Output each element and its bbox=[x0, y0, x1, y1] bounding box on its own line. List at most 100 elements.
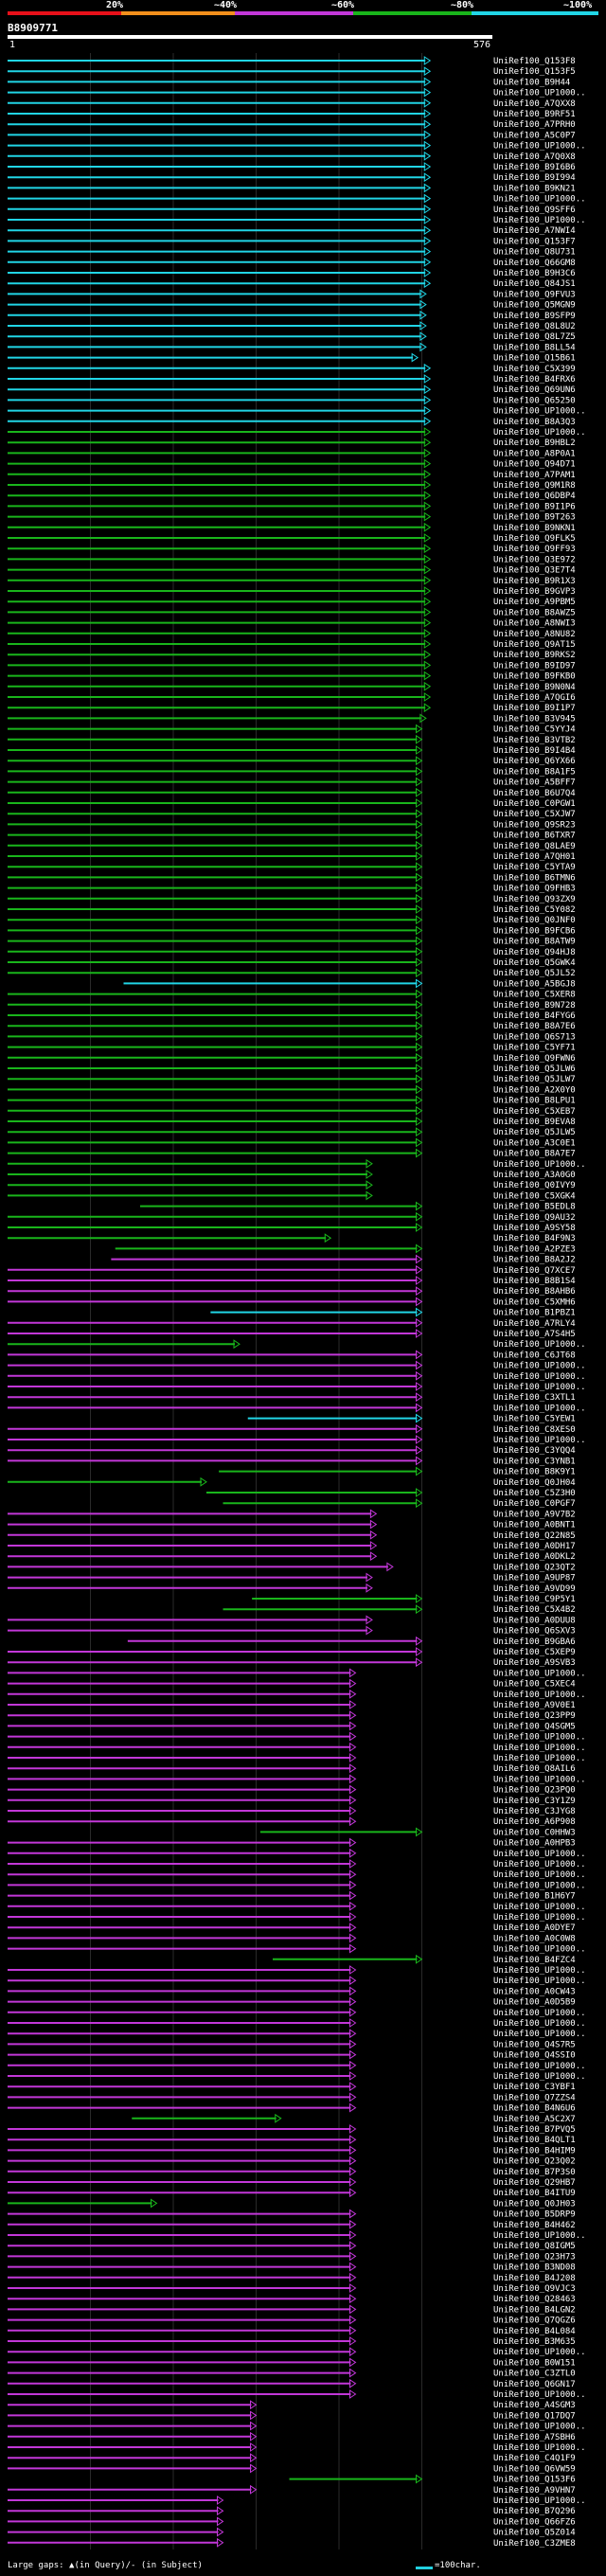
hit-label[interactable]: UniRef100_A2PZE3 bbox=[493, 1244, 576, 1254]
hit-row[interactable]: UniRef100_A0BNT1 bbox=[8, 1519, 576, 1530]
hit-label[interactable]: UniRef100_Q5JL52 bbox=[493, 969, 576, 978]
hit-label[interactable]: UniRef100_UP1000.. bbox=[493, 89, 586, 98]
hit-label[interactable]: UniRef100_UP1000.. bbox=[493, 1404, 586, 1413]
hit-label[interactable]: UniRef100_Q6YX66 bbox=[493, 757, 576, 766]
hit-label[interactable]: UniRef100_Q65250 bbox=[493, 396, 576, 405]
hit-row[interactable]: UniRef100_C3Y1Z9 bbox=[8, 1795, 576, 1806]
hit-row[interactable]: UniRef100_A0D5B9 bbox=[8, 1996, 576, 2008]
hit-label[interactable]: UniRef100_B9I4B4 bbox=[493, 746, 576, 756]
hit-row[interactable]: UniRef100_UP1000.. bbox=[8, 87, 586, 98]
hit-label[interactable]: UniRef100_Q66GM8 bbox=[493, 259, 576, 268]
hit-row[interactable]: UniRef100_A7PRH0 bbox=[8, 119, 576, 130]
hit-label[interactable]: UniRef100_C5XMH6 bbox=[493, 1297, 576, 1307]
hit-label[interactable]: UniRef100_UP1000.. bbox=[493, 1903, 586, 1912]
hit-label[interactable]: UniRef100_UP1000.. bbox=[493, 1362, 586, 1371]
hit-label[interactable]: UniRef100_UP1000.. bbox=[493, 1340, 586, 1350]
hit-row[interactable]: UniRef100_Q8IGM5 bbox=[8, 2241, 576, 2251]
hit-label[interactable]: UniRef100_B9T263 bbox=[493, 513, 576, 523]
hit-row[interactable]: UniRef100_B7Q296 bbox=[8, 2506, 576, 2516]
hit-label[interactable]: UniRef100_Q153F5 bbox=[493, 67, 576, 77]
hit-row[interactable]: UniRef100_B9ID97 bbox=[8, 660, 576, 671]
hit-label[interactable]: UniRef100_UP1000.. bbox=[493, 1754, 586, 1763]
hit-row[interactable]: UniRef100_B0W151 bbox=[8, 2357, 576, 2368]
hit-row[interactable]: UniRef100_A7QXX8 bbox=[8, 98, 576, 109]
hit-row[interactable]: UniRef100_UP1000.. bbox=[8, 2389, 586, 2400]
hit-label[interactable]: UniRef100_A9V0E1 bbox=[493, 1701, 576, 1710]
hit-label[interactable]: UniRef100_Q8L8U2 bbox=[493, 322, 576, 331]
hit-row[interactable]: UniRef100_C5XEB7 bbox=[8, 1105, 576, 1117]
hit-row[interactable]: UniRef100_B9I1P6 bbox=[8, 501, 576, 511]
hit-label[interactable]: UniRef100_Q153F8 bbox=[493, 57, 576, 66]
hit-label[interactable]: UniRef100_C4Q1F9 bbox=[493, 2454, 576, 2463]
hit-label[interactable]: UniRef100_A3A0G0 bbox=[493, 1171, 576, 1180]
hit-row[interactable]: UniRef100_UP1000.. bbox=[8, 1943, 586, 1955]
hit-row[interactable]: UniRef100_UP1000.. bbox=[8, 1689, 586, 1700]
hit-label[interactable]: UniRef100_B9RKS2 bbox=[493, 651, 576, 660]
hit-row[interactable]: UniRef100_B5EDL8 bbox=[140, 1201, 576, 1212]
hit-label[interactable]: UniRef100_UP1000.. bbox=[493, 142, 586, 152]
hit-row[interactable]: UniRef100_Q23Q02 bbox=[8, 2156, 576, 2167]
hit-label[interactable]: UniRef100_B8A7E7 bbox=[493, 1150, 576, 1159]
hit-row[interactable]: UniRef100_B9FKB0 bbox=[8, 671, 576, 682]
hit-row[interactable]: UniRef100_B8A3Q3 bbox=[8, 416, 576, 427]
hit-label[interactable]: UniRef100_B7P3S0 bbox=[493, 2168, 576, 2177]
hit-row[interactable]: UniRef100_Q6SXV3 bbox=[8, 1625, 576, 1637]
hit-label[interactable]: UniRef100_UP1000.. bbox=[493, 1860, 586, 1869]
hit-row[interactable]: UniRef100_B4F9N3 bbox=[8, 1233, 576, 1243]
hit-label[interactable]: UniRef100_UP1000.. bbox=[493, 1733, 586, 1743]
hit-label[interactable]: UniRef100_Q8LAE9 bbox=[493, 842, 576, 851]
hit-row[interactable]: UniRef100_Q0IVY9 bbox=[8, 1180, 576, 1190]
hit-label[interactable]: UniRef100_B4N6U6 bbox=[493, 2104, 576, 2114]
hit-label[interactable]: UniRef100_UP1000.. bbox=[493, 407, 586, 417]
hit-label[interactable]: UniRef100_A6P908 bbox=[493, 1817, 576, 1827]
hit-label[interactable]: UniRef100_C5XEB7 bbox=[493, 1107, 576, 1117]
hit-label[interactable]: UniRef100_A0CW43 bbox=[493, 1987, 576, 1996]
hit-row[interactable]: UniRef100_Q6S713 bbox=[8, 1031, 576, 1042]
hit-row[interactable]: UniRef100_UP1000.. bbox=[8, 1774, 586, 1784]
hit-row[interactable]: UniRef100_B8K9Y1 bbox=[219, 1466, 576, 1477]
hit-label[interactable]: UniRef100_A7SBH6 bbox=[493, 2433, 576, 2442]
hit-label[interactable]: UniRef100_Q9FWN6 bbox=[493, 1054, 576, 1064]
hit-row[interactable]: UniRef100_B7PVQ5 bbox=[8, 2124, 576, 2135]
hit-row[interactable]: UniRef100_A8NWI3 bbox=[8, 617, 576, 629]
hit-label[interactable]: UniRef100_A4SGM3 bbox=[493, 2401, 576, 2410]
hit-label[interactable]: UniRef100_UP1000.. bbox=[493, 2443, 586, 2453]
hit-label[interactable]: UniRef100_A7QGI6 bbox=[493, 693, 576, 703]
hit-label[interactable]: UniRef100_A9VD99 bbox=[493, 1584, 576, 1594]
hit-label[interactable]: UniRef100_B4FYG6 bbox=[493, 1011, 576, 1021]
hit-label[interactable]: UniRef100_C5Z3H0 bbox=[493, 1489, 576, 1498]
hit-label[interactable]: UniRef100_Q3E972 bbox=[493, 555, 576, 564]
hit-row[interactable]: UniRef100_Q8L7Z5 bbox=[8, 331, 576, 342]
hit-row[interactable]: UniRef100_Q9FVU3 bbox=[8, 289, 576, 299]
hit-label[interactable]: UniRef100_B6TXR7 bbox=[493, 832, 576, 841]
hit-label[interactable]: UniRef100_B4FZC4 bbox=[493, 1956, 576, 1965]
hit-label[interactable]: UniRef100_B9FKB0 bbox=[493, 672, 576, 682]
hit-row[interactable]: UniRef100_Q9FLK5 bbox=[8, 533, 576, 544]
hit-label[interactable]: UniRef100_A9SVB3 bbox=[493, 1658, 576, 1668]
hit-row[interactable]: UniRef100_A9SVB3 bbox=[8, 1657, 576, 1668]
hit-row[interactable]: UniRef100_Q9M1R8 bbox=[8, 480, 576, 491]
hit-label[interactable]: UniRef100_B9H44 bbox=[493, 78, 570, 87]
hit-label[interactable]: UniRef100_Q29HB7 bbox=[493, 2178, 576, 2188]
hit-label[interactable]: UniRef100_UP1000.. bbox=[493, 1881, 586, 1890]
hit-row[interactable]: UniRef100_Q4SGM5 bbox=[8, 1721, 576, 1731]
hit-row[interactable]: UniRef100_Q153F8 bbox=[8, 56, 576, 66]
hit-row[interactable]: UniRef100_Q94HJ8 bbox=[8, 946, 576, 957]
hit-label[interactable]: UniRef100_Q6S713 bbox=[493, 1032, 576, 1042]
hit-row[interactable]: UniRef100_UP1000.. bbox=[8, 2007, 586, 2018]
hit-label[interactable]: UniRef100_UP1000.. bbox=[493, 2348, 586, 2357]
hit-row[interactable]: UniRef100_A5C0P7 bbox=[8, 130, 576, 140]
hit-label[interactable]: UniRef100_Q0JH03 bbox=[493, 2199, 576, 2209]
hit-row[interactable]: UniRef100_A5BGJ8 bbox=[123, 978, 576, 989]
hit-row[interactable]: UniRef100_B9T263 bbox=[8, 511, 576, 523]
hit-label[interactable]: UniRef100_B6TMN6 bbox=[493, 873, 576, 883]
hit-label[interactable]: UniRef100_A9UP87 bbox=[493, 1574, 576, 1583]
hit-label[interactable]: UniRef100_A2X0Y0 bbox=[493, 1085, 576, 1095]
hit-row[interactable]: UniRef100_Q5JLW7 bbox=[8, 1074, 576, 1084]
hit-label[interactable]: UniRef100_Q23Q02 bbox=[493, 2157, 576, 2167]
hit-row[interactable]: UniRef100_UP1000.. bbox=[8, 1668, 586, 1678]
hit-label[interactable]: UniRef100_C5XEP9 bbox=[493, 1648, 576, 1657]
hit-row[interactable]: UniRef100_Q5MGN9 bbox=[8, 299, 576, 311]
hit-label[interactable]: UniRef100_Q0JNF0 bbox=[493, 916, 576, 925]
hit-label[interactable]: UniRef100_Q6DBP4 bbox=[493, 492, 576, 501]
